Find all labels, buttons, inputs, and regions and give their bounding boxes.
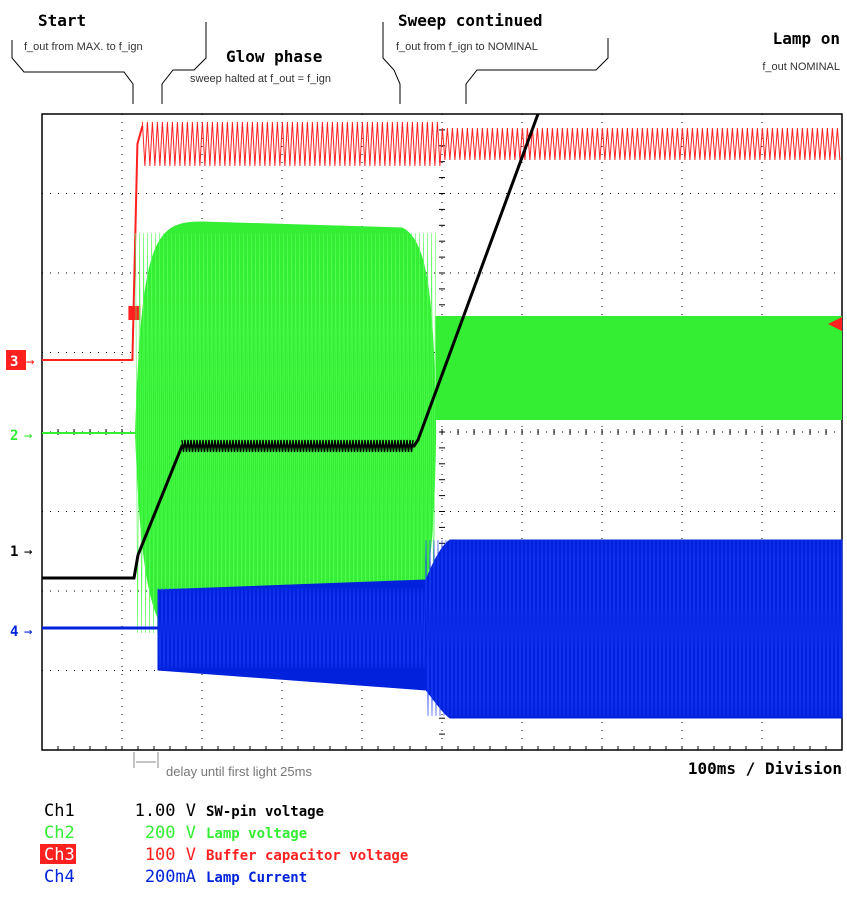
annotation-lamp-title: Lamp on: [773, 29, 840, 48]
ch2-marker-arrow: →: [24, 428, 32, 444]
ch1-trace-noise: [181, 439, 414, 453]
ch4-trace: [42, 539, 843, 719]
legend-ch2-scale: 200 V: [145, 823, 196, 843]
legend-ch1-name: Ch1: [44, 801, 75, 821]
ch2-marker-label: 2: [10, 428, 18, 444]
ch4-trace-ripple: [157, 539, 843, 717]
legend-ch1-desc: SW-pin voltage: [206, 804, 324, 820]
annotation-sweep-sub: f_out from f_ign to NOMINAL: [396, 41, 538, 53]
legend-ch4-desc: Lamp Current: [206, 870, 307, 886]
ch4-marker-arrow: →: [24, 624, 32, 640]
ch1-trace-main: [42, 113, 540, 580]
ch1-marker-label: 1: [10, 544, 18, 560]
channel-legend: Ch1 1.00 V SW-pin voltage Ch2 200 V Lamp…: [40, 801, 408, 887]
timebase-label: 100ms / Division: [688, 759, 842, 778]
ch3-legend-highlight: [40, 844, 76, 864]
legend-ch4-scale: 200mA: [145, 867, 196, 887]
ch1-marker-arrow: →: [24, 544, 32, 560]
annotation-sweep: Sweep continued f_out from f_ign to NOMI…: [396, 11, 609, 104]
annotation-sweep-title: Sweep continued: [398, 11, 543, 30]
annotation-glow-title: Glow phase: [226, 47, 322, 66]
legend-ch1-scale: 1.00 V: [135, 801, 196, 821]
annotation-start: Start f_out from MAX. to f_ign: [11, 11, 143, 104]
channel-markers: 3 → 2 → 1 → 4 →: [6, 317, 842, 640]
ch3-trace-ripple: [141, 121, 841, 167]
ch4-envelope: [157, 539, 843, 719]
ch2-envelope-on: [435, 316, 842, 420]
ch2-trace: [42, 221, 842, 651]
ch3-marker-label: 3: [10, 354, 18, 370]
annotation-glow-sub: sweep halted at f_out = f_ign: [190, 73, 331, 85]
legend-ch3-name: Ch3: [44, 845, 75, 865]
annotation-glow: Glow phase sweep halted at f_out = f_ign: [161, 22, 401, 104]
ch3-trace-rise: [42, 125, 144, 361]
legend-ch4-name: Ch4: [44, 867, 75, 887]
ch4-marker-label: 4: [10, 624, 18, 640]
legend-ch2-name: Ch2: [44, 823, 75, 843]
annotation-start-sub: f_out from MAX. to f_ign: [24, 41, 143, 53]
legend-ch3-scale: 100 V: [145, 845, 196, 865]
delay-annotation: delay until first light 25ms: [133, 752, 312, 779]
annotation-lamp-sub: f_out NOMINAL: [762, 61, 840, 73]
ch3-trigger-point: [128, 306, 141, 320]
ch3-marker-box: [6, 350, 26, 370]
ch3-trigger-marker: [828, 317, 842, 331]
annotation-lamp: Lamp on f_out NOMINAL: [762, 29, 840, 73]
annotation-start-title: Start: [38, 11, 86, 30]
ch1-trace: [42, 113, 540, 580]
ch3-marker-arrow: →: [26, 354, 34, 370]
traces: [42, 113, 843, 719]
legend-ch2-desc: Lamp voltage: [206, 826, 307, 842]
legend-ch3-desc: Buffer capacitor voltage: [206, 848, 408, 864]
delay-label: delay until first light 25ms: [166, 764, 312, 779]
